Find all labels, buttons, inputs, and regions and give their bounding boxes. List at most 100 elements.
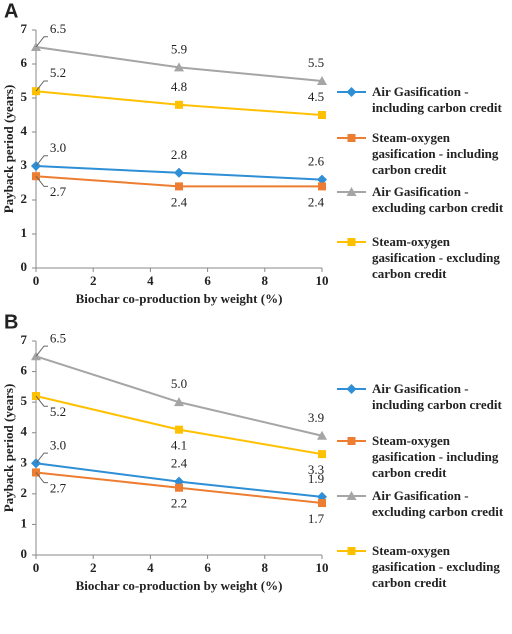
legend-marker xyxy=(347,437,356,445)
legend-label: Steam-oxygen gasification - including ca… xyxy=(372,433,499,480)
legend-label: Air Gasification - excluding carbon cred… xyxy=(372,488,504,519)
data-label: 2.6 xyxy=(308,154,325,169)
marker xyxy=(318,499,326,508)
x-tick-label: 0 xyxy=(33,273,40,288)
y-tick-label: 6 xyxy=(21,55,28,70)
leader-line xyxy=(35,395,48,407)
legend-marker xyxy=(346,384,357,394)
leader-line xyxy=(35,36,48,48)
x-tick-label: 10 xyxy=(316,273,329,288)
x-tick-label: 8 xyxy=(262,273,269,288)
x-tick-label: 4 xyxy=(147,273,154,288)
x-axis-label: Biochar co-production by weight (%) xyxy=(76,578,283,593)
data-label: 4.8 xyxy=(171,79,187,94)
legend-marker xyxy=(347,238,356,246)
y-tick-label: 1 xyxy=(21,225,28,240)
data-label: 5.0 xyxy=(171,376,187,391)
series: 5.2 4.1 3.3 xyxy=(32,392,326,477)
data-label: 1.9 xyxy=(308,471,324,486)
data-label: 3.9 xyxy=(308,410,324,425)
x-tick-label: 8 xyxy=(262,560,269,575)
x-tick-label: 2 xyxy=(90,273,97,288)
y-axis-label: Payback period (years) xyxy=(1,384,16,513)
y-axis-label: Payback period (years) xyxy=(1,85,16,214)
legend-marker xyxy=(347,134,356,142)
marker xyxy=(175,100,183,109)
data-label: 3.3 xyxy=(308,462,324,477)
legend-marker xyxy=(347,547,356,555)
legend-entry: Steam-oxygen gasification - excluding ca… xyxy=(372,234,500,281)
data-label: 3.0 xyxy=(50,140,66,155)
x-tick-label: 2 xyxy=(90,560,97,575)
x-tick-label: 0 xyxy=(33,560,40,575)
data-label: 6.5 xyxy=(50,330,66,345)
series: 5.2 4.8 4.5 xyxy=(32,65,326,119)
legend-label: Steam-oxygen gasification - excluding ca… xyxy=(372,234,500,281)
marker xyxy=(318,182,326,191)
legend-label: Air Gasification - including carbon cred… xyxy=(372,84,502,115)
data-label: 1.7 xyxy=(308,511,325,526)
data-label: 4.1 xyxy=(171,438,187,453)
marker xyxy=(317,430,327,440)
legend-entry: Steam-oxygen gasification - excluding ca… xyxy=(372,543,500,590)
y-tick-label: 4 xyxy=(21,424,28,439)
series: 2.7 2.4 2.4 xyxy=(32,172,326,209)
y-tick-label: 3 xyxy=(21,454,28,469)
y-tick-label: 3 xyxy=(21,157,28,172)
legend-marker xyxy=(346,491,357,500)
legend-label: Air Gasification - excluding carbon cred… xyxy=(372,184,504,215)
y-tick-label: 7 xyxy=(21,332,28,347)
panel-label: A xyxy=(4,0,18,22)
panel-label: B xyxy=(4,311,18,333)
y-tick-label: 5 xyxy=(21,89,28,104)
legend-entry: Air Gasification - excluding carbon cred… xyxy=(372,488,504,519)
y-tick-label: 4 xyxy=(21,123,28,138)
marker xyxy=(317,174,327,185)
y-tick-label: 1 xyxy=(21,515,28,530)
data-label: 5.2 xyxy=(50,65,66,80)
data-label: 2.7 xyxy=(50,480,67,495)
data-label: 2.8 xyxy=(171,147,187,162)
legend-marker xyxy=(346,187,357,196)
marker xyxy=(175,182,183,191)
legend-marker xyxy=(346,87,357,97)
legend-entry: Air Gasification - including carbon cred… xyxy=(372,84,502,115)
y-tick-label: 6 xyxy=(21,363,28,378)
y-tick-label: 2 xyxy=(21,485,28,500)
legend-entry: Air Gasification - excluding carbon cred… xyxy=(372,184,504,215)
y-tick-label: 0 xyxy=(21,546,28,561)
y-tick-label: 2 xyxy=(21,191,28,206)
data-label: 5.5 xyxy=(308,55,324,70)
marker xyxy=(318,111,326,119)
data-label: 5.9 xyxy=(171,41,187,56)
data-label: 5.2 xyxy=(50,404,66,419)
x-axis-label: Biochar co-production by weight (%) xyxy=(76,291,283,306)
data-label: 2.2 xyxy=(171,496,187,511)
data-label: 2.4 xyxy=(171,456,188,471)
marker xyxy=(175,483,183,492)
leader-line xyxy=(35,472,48,484)
x-tick-label: 10 xyxy=(316,560,329,575)
marker xyxy=(318,450,326,459)
legend-entry: Steam-oxygen gasification - including ca… xyxy=(372,433,499,480)
line xyxy=(35,355,323,437)
leader-line xyxy=(35,80,48,92)
series: 6.5 5.9 5.5 xyxy=(31,21,327,85)
leader-line xyxy=(35,175,48,187)
legend-entry: Steam-oxygen gasification - including ca… xyxy=(372,130,499,177)
data-label: 2.4 xyxy=(308,194,325,209)
marker xyxy=(317,76,327,85)
y-tick-label: 7 xyxy=(21,21,28,36)
leader-line xyxy=(35,452,48,464)
data-label: 2.7 xyxy=(50,184,67,199)
legend-entry: Air Gasification - including carbon cred… xyxy=(372,381,502,412)
data-label: 4.5 xyxy=(308,89,324,104)
legend-label: Steam-oxygen gasification - excluding ca… xyxy=(372,543,500,590)
legend-label: Steam-oxygen gasification - including ca… xyxy=(372,130,499,177)
data-label: 2.4 xyxy=(171,194,188,209)
x-tick-label: 6 xyxy=(204,560,211,575)
x-tick-label: 6 xyxy=(204,273,211,288)
marker xyxy=(174,397,184,407)
series: 3.0 2.8 2.6 xyxy=(31,140,327,185)
x-tick-label: 4 xyxy=(147,560,154,575)
